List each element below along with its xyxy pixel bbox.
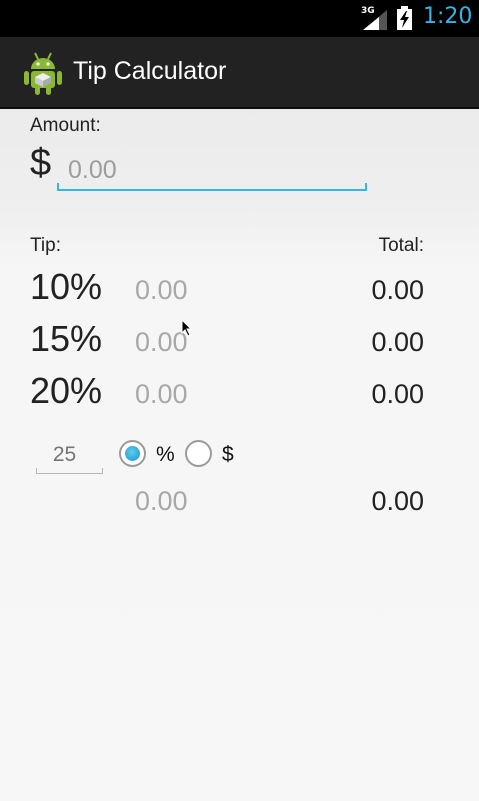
custom-input-edge [36,468,37,474]
tip-value-10: 0.00 [135,275,188,305]
tip-value-20: 0.00 [135,379,188,409]
app-title: Tip Calculator [73,57,227,85]
custom-percent-input[interactable] [36,436,103,474]
radio-dollar[interactable] [185,440,212,467]
clock: 1:20 [423,4,473,29]
amount-label: Amount: [30,115,101,136]
total-value-15: 0.00 [371,327,424,357]
tip-value-15: 0.00 [135,327,188,357]
radio-selected-dot [125,446,140,461]
total-value-20: 0.00 [371,379,424,409]
battery-icon [397,6,412,30]
action-bar: Tip Calculator [0,37,479,109]
signal-icon [363,10,387,30]
android-robot-icon [23,50,63,96]
tip-percent-20: 20% [30,370,103,411]
tip-percent-10: 10% [30,266,103,307]
radio-dollar-label[interactable]: $ [222,443,234,466]
network-signal: 3G [361,6,389,30]
custom-total-value: 0.00 [371,486,424,516]
network-type-label: 3G [361,6,375,16]
custom-input-edge [102,468,103,474]
amount-input[interactable] [58,151,367,191]
mouse-pointer-icon [181,318,193,341]
tip-percent-15: 15% [30,318,103,359]
amount-input-edge [365,183,367,191]
radio-percent[interactable] [119,440,146,467]
tip-header: Tip: [30,235,61,256]
amount-input-edge [57,183,59,191]
currency-symbol: $ [30,142,52,184]
custom-tip-value: 0.00 [135,486,188,516]
radio-percent-label[interactable]: % [156,443,175,466]
total-header: Total: [378,235,424,256]
status-bar: 3G 1:20 [0,0,479,37]
main-content: Amount: $ Tip: Total: 10% 0.00 0.00 15% … [0,109,479,801]
total-value-10: 0.00 [371,275,424,305]
